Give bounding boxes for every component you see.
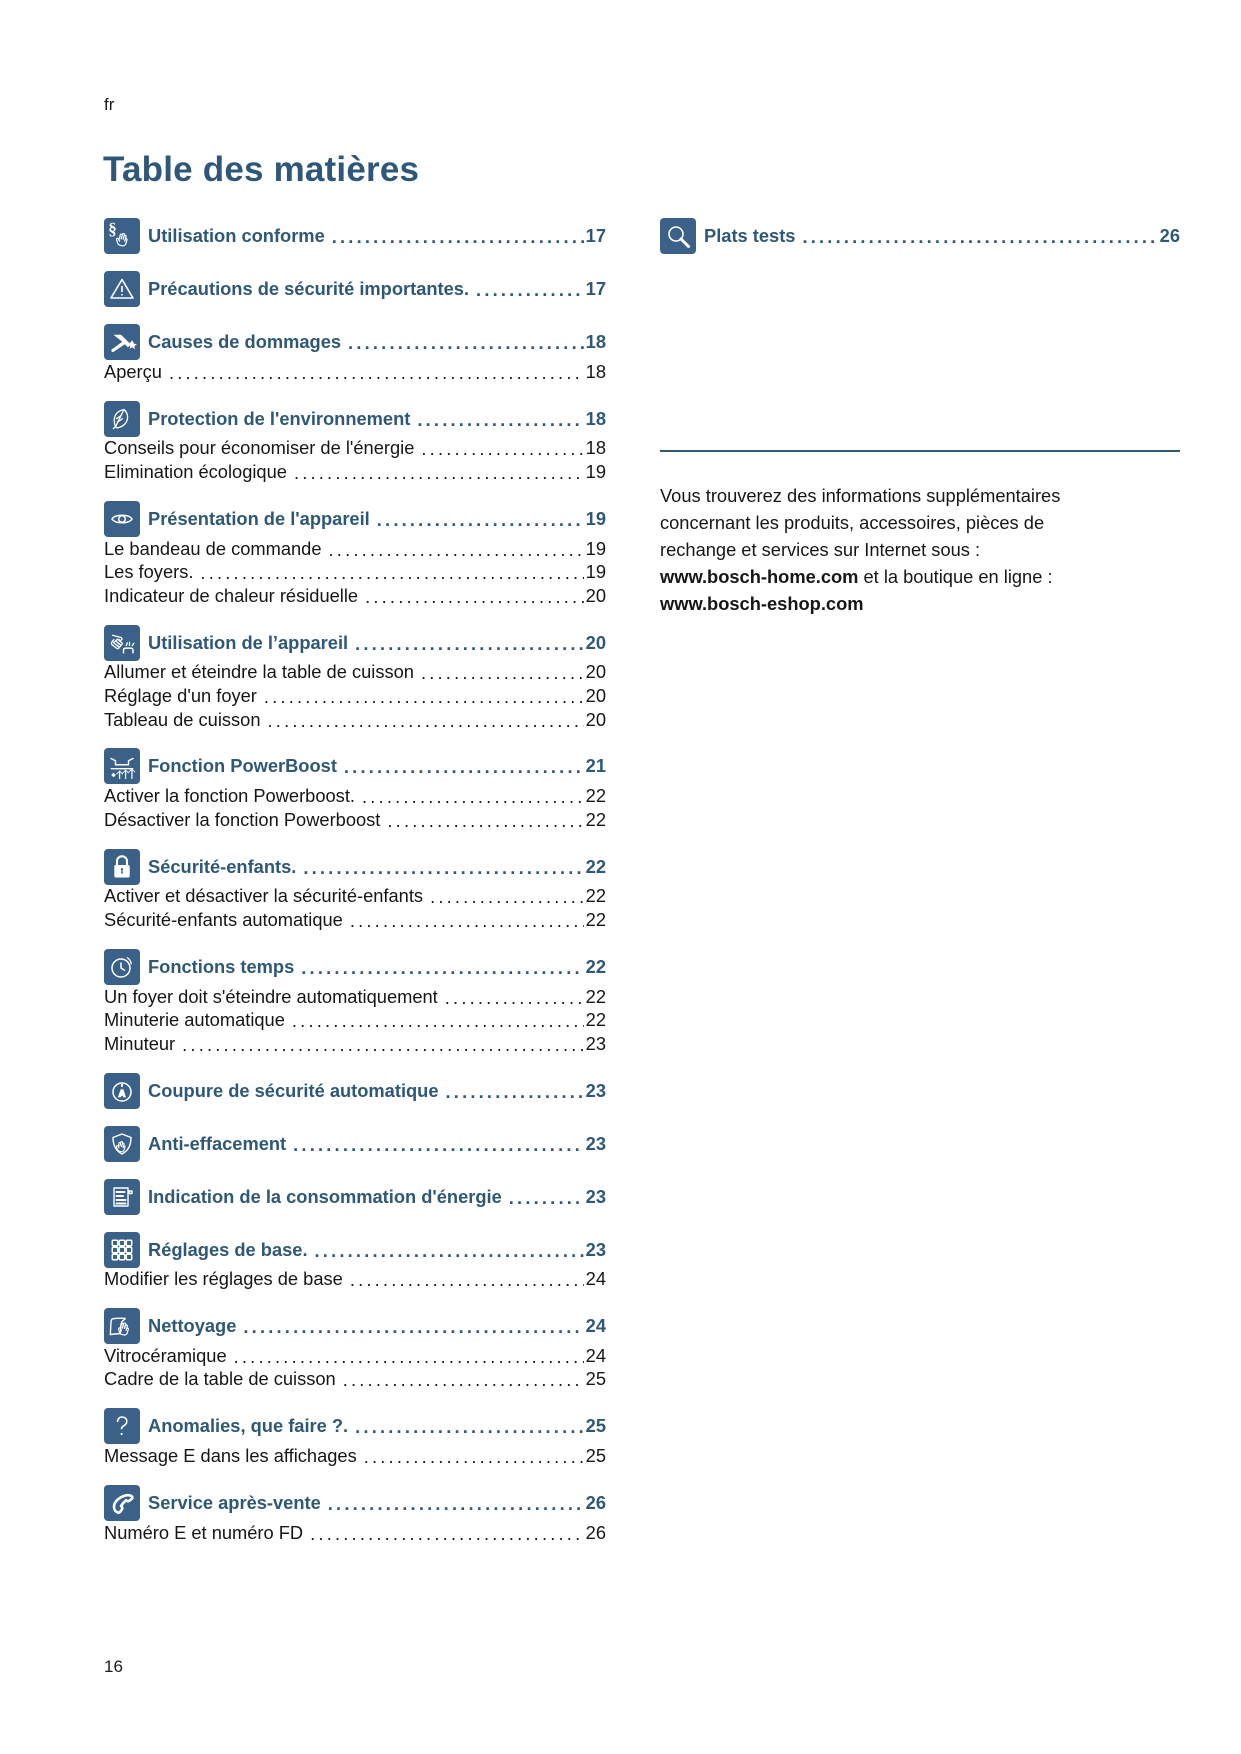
svg-text:§: §: [108, 220, 117, 239]
svg-text:A: A: [119, 1088, 126, 1098]
